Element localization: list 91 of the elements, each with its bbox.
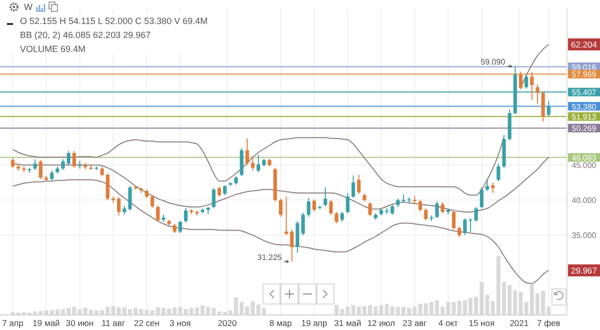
annotation: 62.204 bbox=[571, 39, 598, 50]
candlestick bbox=[150, 195, 154, 208]
candlestick bbox=[178, 220, 182, 234]
x-tick-label: 7 фев bbox=[536, 318, 561, 328]
candlestick bbox=[72, 150, 76, 168]
candlestick bbox=[100, 166, 104, 177]
x-tick-label: 15 ноя bbox=[468, 318, 495, 328]
candlestick bbox=[212, 188, 216, 208]
candlestick bbox=[518, 71, 523, 90]
x-tick-label: 31 май bbox=[334, 318, 362, 328]
annotation: 59.090 bbox=[480, 58, 506, 67]
ref-line-label: 46.083 bbox=[572, 153, 597, 162]
candlestick bbox=[480, 186, 484, 209]
candlestick bbox=[122, 205, 126, 216]
candlestick bbox=[38, 160, 42, 180]
candlestick bbox=[458, 226, 462, 238]
candlestick bbox=[106, 172, 110, 201]
x-tick-label: 2021 bbox=[510, 318, 529, 328]
candlestick bbox=[250, 157, 255, 172]
candlestick bbox=[340, 211, 344, 222]
candlestick bbox=[357, 174, 361, 194]
x-tick-label: 19 апр bbox=[301, 318, 328, 328]
candlestick bbox=[218, 186, 222, 198]
candlestick bbox=[468, 218, 472, 232]
x-tick-label: 12 июл bbox=[367, 318, 396, 328]
candlestick bbox=[284, 196, 288, 236]
candlestick bbox=[524, 74, 528, 90]
candlestick bbox=[117, 196, 121, 216]
candlestick bbox=[485, 178, 490, 192]
candlestick bbox=[156, 205, 160, 222]
ref-line-label: 50.269 bbox=[572, 124, 597, 134]
annotation: 31.225 bbox=[257, 253, 282, 262]
candlestick bbox=[407, 196, 411, 204]
x-tick-label: 3 ноя bbox=[170, 318, 192, 328]
candlestick bbox=[496, 163, 500, 182]
candlestick bbox=[440, 202, 444, 214]
candlestick bbox=[245, 138, 250, 166]
y-tick-label: 40.000 bbox=[572, 196, 597, 206]
line-series bbox=[12, 179, 550, 284]
candlestick bbox=[474, 206, 478, 222]
ref-line-label: 51.913 bbox=[572, 112, 597, 122]
candlestick bbox=[128, 186, 132, 212]
candlestick bbox=[536, 84, 540, 104]
x-tick-label: 22 сен bbox=[134, 318, 160, 328]
ref-line-label: 57.969 bbox=[572, 70, 597, 80]
candlestick bbox=[463, 218, 467, 236]
candlestick bbox=[10, 157, 15, 168]
candlestick bbox=[256, 154, 260, 173]
x-tick-label: 2020 bbox=[218, 318, 237, 328]
annotation: O 52.155 H 54.115 L 52.000 C 53.380 V 69.4M bbox=[20, 16, 208, 26]
candlestick bbox=[418, 200, 422, 212]
candlestick bbox=[390, 204, 394, 216]
candlestick bbox=[530, 71, 534, 100]
candlestick bbox=[435, 200, 439, 219]
candlestick bbox=[329, 200, 333, 216]
annotation: VOLUME 69.4M bbox=[20, 44, 86, 54]
candlestick bbox=[546, 100, 550, 116]
x-tick-label: 8 мар bbox=[270, 318, 292, 328]
candlestick bbox=[324, 186, 328, 207]
candlestick bbox=[452, 210, 456, 230]
x-tick-label: 23 авг bbox=[402, 318, 427, 328]
candlestick bbox=[290, 228, 294, 262]
candlestick bbox=[306, 197, 310, 218]
candlestick bbox=[368, 202, 372, 217]
ref-line-label: 59.016 bbox=[572, 62, 597, 72]
annotation: 29.967 bbox=[571, 265, 598, 276]
x-tick-label: 30 июн bbox=[66, 318, 94, 328]
candlestick bbox=[172, 223, 176, 234]
ref-line-label: 55.407 bbox=[572, 88, 597, 98]
candlestick bbox=[33, 158, 37, 170]
candlestick bbox=[184, 207, 188, 223]
candlestick bbox=[312, 198, 316, 212]
ref-line-label: 53.380 bbox=[572, 102, 597, 112]
candlestick bbox=[346, 192, 350, 214]
candlestick bbox=[351, 175, 356, 198]
candlestick bbox=[278, 198, 283, 218]
x-tick-label: 19 май bbox=[32, 318, 60, 328]
annotation: W bbox=[24, 2, 33, 12]
candlestick bbox=[50, 170, 54, 181]
candlestick bbox=[223, 184, 227, 196]
x-tick-label: 7 апр bbox=[2, 318, 24, 328]
y-tick-label: 45.000 bbox=[572, 161, 597, 170]
x-tick-label: 4 окт bbox=[438, 318, 458, 328]
candlestick bbox=[66, 150, 70, 166]
y-tick-label: 35.000 bbox=[572, 231, 597, 240]
candlestick bbox=[541, 90, 545, 122]
annotation: BB (20, 2) 46.085 62.203 29.967 bbox=[20, 30, 151, 40]
x-tick-label: 11 авг bbox=[101, 318, 126, 328]
candlestick bbox=[334, 211, 338, 224]
candlestick bbox=[424, 208, 428, 221]
candlestick bbox=[61, 158, 65, 170]
